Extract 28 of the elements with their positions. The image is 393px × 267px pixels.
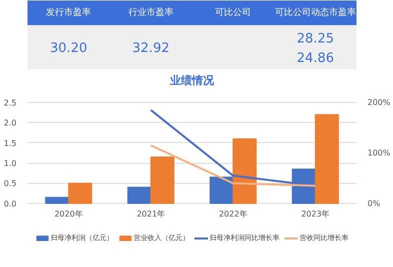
category-label: 行业市盈率 [128, 7, 174, 18]
bar [127, 186, 152, 204]
text: 32.92 [132, 41, 170, 56]
bar [314, 114, 339, 204]
bar [232, 138, 257, 204]
bar [68, 182, 92, 204]
y2-tick-label: 100% [368, 148, 391, 158]
y-tick-label: 2.0 [4, 118, 17, 128]
bar [45, 196, 70, 204]
y-tick-label: 0.5 [4, 179, 17, 188]
x-tick-label: 2022年 [218, 210, 248, 219]
category-label: 可比公司动态市盈率 [274, 7, 356, 18]
text: 24.86 [296, 50, 334, 66]
text: 28.25 [296, 32, 334, 47]
y-tick-label: 2.5 [4, 98, 17, 108]
y-tick-label: 0.0 [4, 199, 17, 208]
chart-title: 业绩情况 [169, 74, 215, 88]
y-tick-label: 1.0 [4, 159, 17, 168]
x-tick-label: 2020年 [54, 210, 83, 219]
x-tick-label: 2023年 [301, 210, 330, 219]
x-tick-label: 2021年 [136, 210, 166, 219]
y2-tick-label: 0% [368, 198, 381, 208]
bar [150, 156, 174, 204]
category-label: 可比公司 [215, 7, 252, 18]
text: 30.20 [50, 41, 88, 56]
y-tick-label: 1.5 [4, 138, 17, 148]
y2-tick-label: 200% [368, 98, 391, 107]
category-label: 发行市盈率 [46, 7, 92, 18]
